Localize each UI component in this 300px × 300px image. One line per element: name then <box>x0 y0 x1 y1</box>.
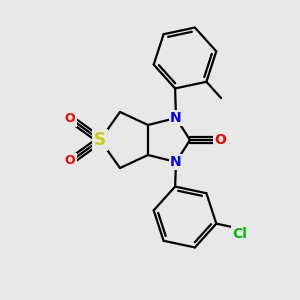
Text: O: O <box>214 133 226 147</box>
Text: N: N <box>170 111 182 125</box>
Text: Cl: Cl <box>232 226 247 241</box>
Text: N: N <box>170 155 182 169</box>
Text: S: S <box>94 131 106 149</box>
Text: O: O <box>65 154 75 167</box>
Text: O: O <box>65 112 75 125</box>
